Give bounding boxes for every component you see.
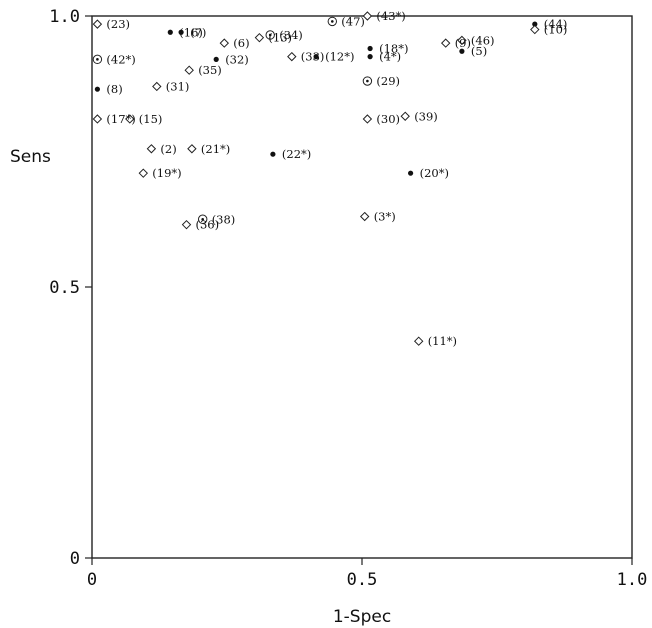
diamond-marker — [440, 38, 451, 48]
point-label: (11*) — [428, 334, 457, 348]
dot-marker — [532, 21, 538, 27]
point-label: (10) — [544, 23, 568, 37]
diamond-marker — [184, 65, 194, 75]
point-label: (35) — [198, 63, 222, 77]
point-label: (33) — [301, 50, 325, 64]
x-tick-label: 1.0 — [617, 570, 648, 590]
dot-marker — [367, 45, 373, 52]
circle-dot-center — [96, 58, 99, 61]
diamond-marker — [138, 168, 149, 178]
dot-marker — [178, 29, 184, 35]
y-tick-label: 1.0 — [49, 7, 80, 27]
point-label: (13) — [268, 31, 292, 45]
point-label: (30) — [376, 112, 400, 126]
point-label: (16) — [179, 25, 203, 39]
diamond-marker — [400, 111, 410, 121]
circle-dot-center — [366, 79, 369, 83]
y-tick-label: 0.5 — [49, 278, 80, 298]
point-label: (36) — [196, 218, 220, 232]
dot-marker — [367, 54, 373, 60]
point-label: (34) — [279, 28, 303, 42]
point-label: (31) — [166, 79, 190, 93]
dot-marker — [270, 151, 276, 157]
diamond-marker — [530, 24, 540, 35]
point-label: (46) — [471, 33, 495, 47]
point-label: (4*) — [379, 50, 401, 64]
diamond-marker — [187, 144, 197, 154]
dot-marker — [94, 86, 100, 92]
x-tick-label: 0 — [87, 570, 97, 590]
point-label: (3*) — [374, 210, 396, 224]
point-label: (6) — [233, 36, 249, 50]
diamond-marker — [181, 219, 192, 230]
point-label: (17*) — [106, 112, 135, 126]
data-points — [92, 11, 540, 346]
diamond-marker — [219, 38, 230, 48]
point-label: (23) — [106, 17, 130, 31]
circle-dot-center — [201, 217, 204, 221]
dot-marker — [213, 56, 219, 62]
diamond-marker — [254, 32, 265, 43]
diamond-marker — [359, 211, 370, 222]
y-tick-label: 0 — [70, 549, 80, 569]
diamond-marker — [146, 144, 157, 154]
point-label: (43*) — [376, 9, 405, 23]
point-label: (44) — [544, 17, 568, 31]
diamond-marker — [287, 51, 297, 62]
axes: 0 0.5 1.0 0 0.5 1.0 — [49, 7, 647, 590]
point-label: (19*) — [152, 166, 181, 180]
dot-marker — [167, 29, 173, 35]
dot-marker — [408, 170, 414, 176]
diamond-marker — [152, 81, 162, 92]
diamond-marker — [125, 114, 135, 124]
diamond-marker — [92, 19, 103, 29]
point-label: (2) — [160, 142, 176, 156]
circle-dot-center — [331, 20, 334, 23]
diamond-marker — [362, 114, 373, 124]
point-label: (42*) — [106, 52, 135, 66]
point-label: (15) — [139, 112, 163, 126]
circle-dot-center — [268, 33, 272, 37]
point-label: (38) — [212, 212, 236, 226]
x-tick-label: 0.5 — [347, 570, 378, 590]
point-label: (12*) — [325, 50, 354, 64]
point-label: (5) — [471, 44, 487, 58]
dot-marker — [459, 48, 465, 54]
diamond-marker — [92, 114, 103, 124]
point-label: (20*) — [420, 166, 449, 180]
point-label: (39) — [414, 109, 438, 123]
x-axis-title: 1-Spec — [333, 607, 391, 627]
diamond-marker — [413, 336, 424, 346]
point-label: (8) — [106, 82, 122, 96]
diamond-marker — [457, 35, 467, 46]
point-label: (29) — [376, 74, 400, 88]
point-label: (22*) — [282, 147, 311, 161]
point-label: (21*) — [201, 142, 230, 156]
point-labels: (23) (42*) (8) (17*) (15) (7)(16) (31) (2) (21*)… — [106, 9, 567, 348]
point-label: (32) — [225, 52, 249, 66]
point-label: (47) — [341, 14, 365, 28]
point-label: (18*) — [379, 42, 408, 56]
point-label: (9) — [455, 36, 471, 50]
y-axis-title: Sens — [10, 147, 51, 167]
point-label: (7) — [190, 25, 206, 39]
plot-frame — [91, 15, 633, 559]
diamond-marker — [362, 11, 373, 21]
dot-marker — [313, 54, 319, 60]
